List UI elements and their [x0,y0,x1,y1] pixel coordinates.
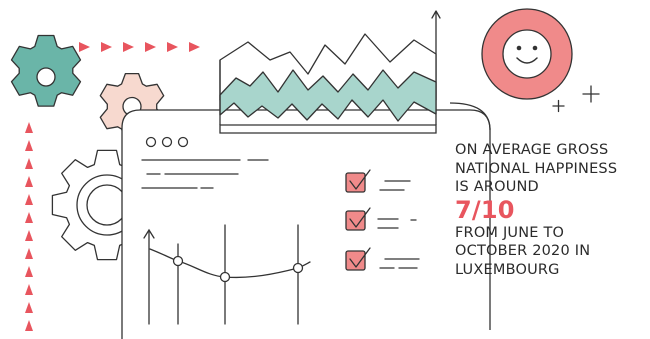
caption-line-4: FROM JUNE TO [455,224,565,241]
caption-line-6: LUXEMBOURG [455,261,560,278]
arrow-up-icon [143,228,155,239]
caption-line-5: OCTOBER 2020 IN [455,243,591,259]
area-band-teal [219,69,437,122]
window-frame [121,109,491,339]
checkbox-checked-icon [345,172,366,193]
callout-line [449,102,491,131]
sparkle-icon [552,85,600,113]
caption-line-2: NATIONAL HAPPINESS [455,160,618,177]
vertical-triangle-trail [25,122,33,331]
area-chart [219,10,441,134]
caption-line-3: IS AROUND [455,179,539,195]
text-placeholder-lines [141,159,269,189]
window-dots [145,136,189,148]
checklist [345,169,420,271]
happiness-caption: ON AVERAGE GROSS NATIONAL HAPPINESS IS A… [455,141,645,279]
horizontal-triangle-trail [79,42,200,52]
mini-line-chart [143,224,311,325]
browser-window [121,109,491,339]
smiley-icon [481,8,573,100]
happiness-score: 7/10 [455,195,515,224]
caption-line-1: ON AVERAGE GROSS [455,142,609,158]
gear-icon [10,34,82,107]
checkbox-checked-icon [345,250,366,271]
checkbox-checked-icon [345,210,366,231]
area-chart-panel [219,124,437,134]
